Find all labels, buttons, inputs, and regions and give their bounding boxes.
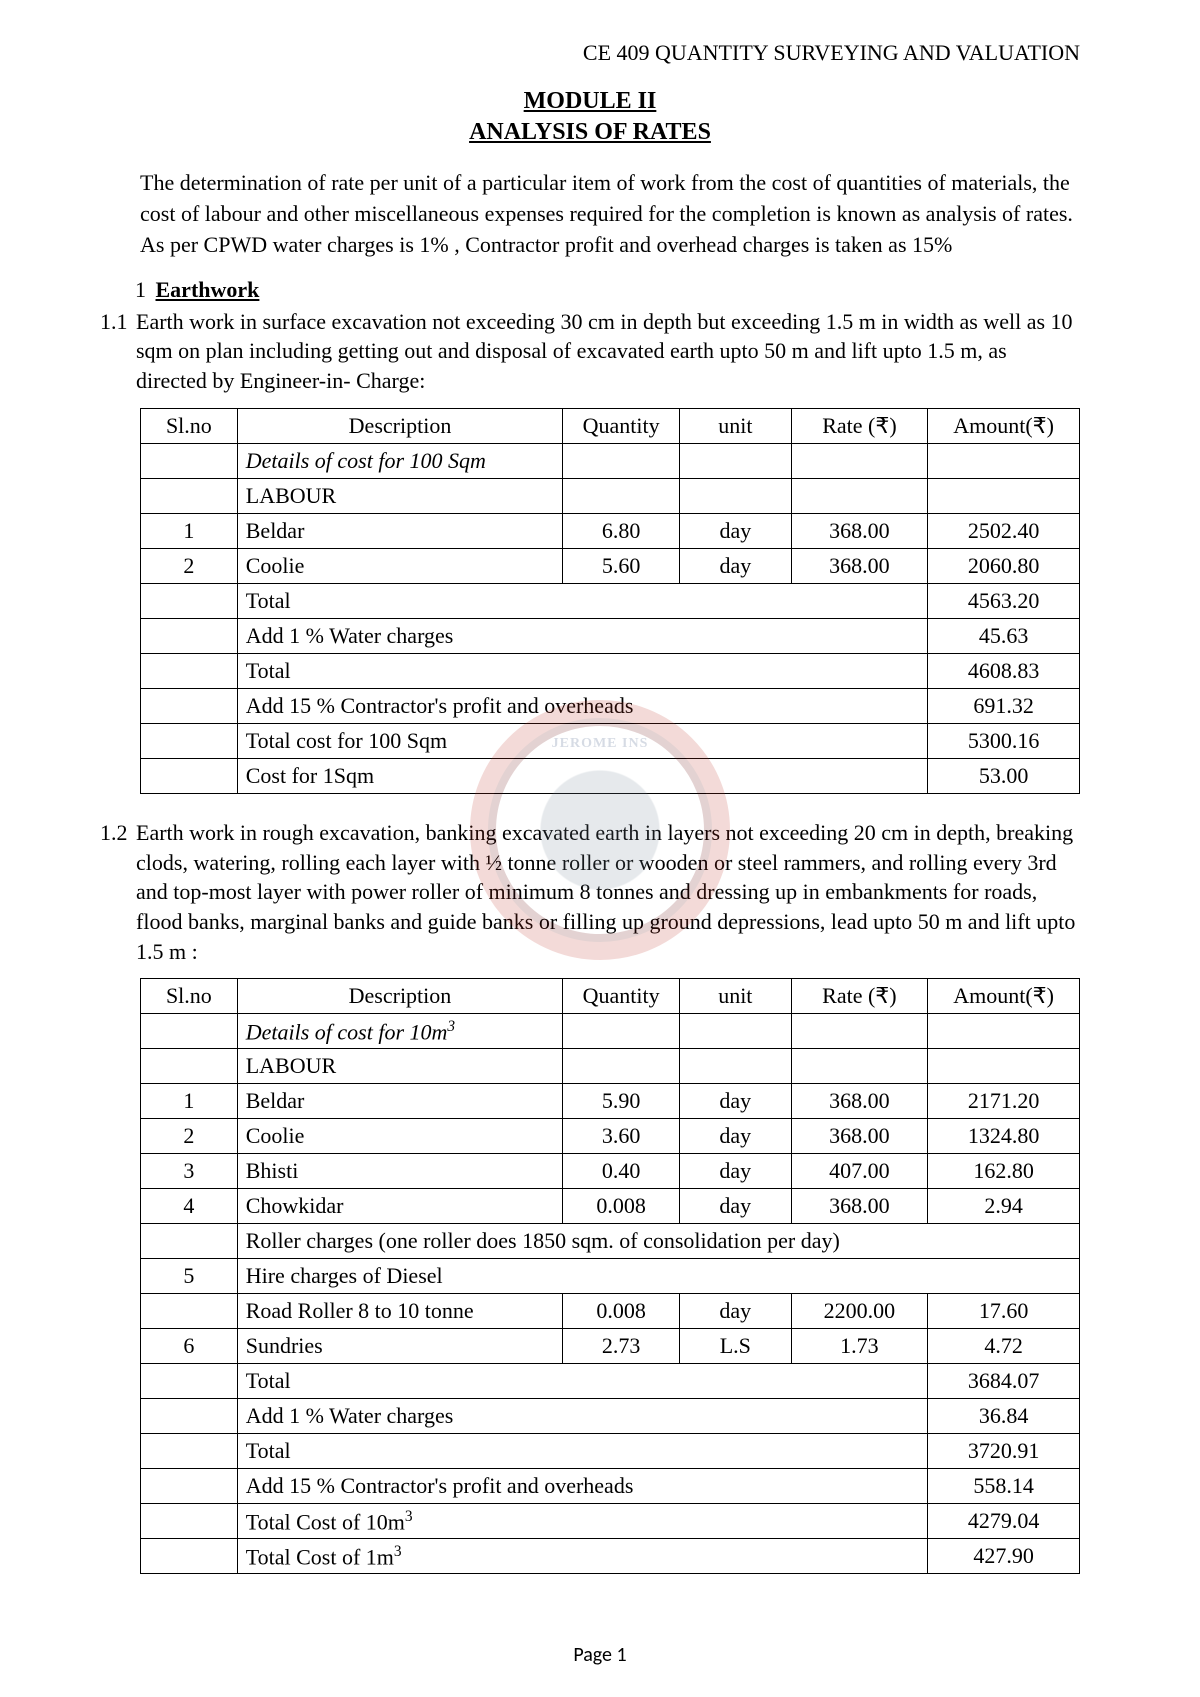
table-row: Details of cost for 10m3 [141,1014,1080,1049]
table-row: Total3684.07 [141,1364,1080,1399]
table-row: Total cost for 100 Sqm5300.16 [141,723,1080,758]
table-row: Roller charges (one roller does 1850 sqm… [141,1224,1080,1259]
table-row: Add 15 % Contractor's profit and overhea… [141,688,1080,723]
section-1-heading: 1 Earthwork [120,277,1080,303]
table-row: 1Beldar6.80day368.002502.40 [141,513,1080,548]
item-1-1-number: 1.1 [100,307,136,337]
table-row: 2Coolie3.60day368.001324.80 [141,1119,1080,1154]
item-1-1-text: Earth work in surface excavation not exc… [136,307,1076,396]
table-row: Cost for 1Sqm53.00 [141,758,1080,793]
table-header-row: Sl.no Description Quantity unit Rate (₹)… [141,979,1080,1014]
module-line1: MODULE II [524,88,657,114]
table-row: 4Chowkidar0.008day368.002.94 [141,1189,1080,1224]
table-row: 1Beldar5.90day368.002171.20 [141,1084,1080,1119]
table-row: 5Hire charges of Diesel [141,1259,1080,1294]
table-row: 2Coolie5.60day368.002060.80 [141,548,1080,583]
table-row: Add 1 % Water charges45.63 [141,618,1080,653]
table-1-2: Sl.no Description Quantity unit Rate (₹)… [140,978,1080,1574]
intro-paragraph: The determination of rate per unit of a … [140,168,1080,260]
table-row: Total4563.20 [141,583,1080,618]
table-row: Total4608.83 [141,653,1080,688]
table-1-1: Sl.no Description Quantity unit Rate (₹)… [140,408,1080,794]
table-row: 3Bhisti0.40day407.00162.80 [141,1154,1080,1189]
col-desc: Description [237,408,563,443]
details-label: Details of cost for 10m3 [237,1014,562,1049]
module-line2: ANALYSIS OF RATES [469,119,711,145]
col-slno: Sl.no [141,408,238,443]
table-row: 6Sundries2.73L.S1.734.72 [141,1329,1080,1364]
table-row: Total Cost of 10m34279.04 [141,1504,1080,1539]
table-row: Add 15 % Contractor's profit and overhea… [141,1469,1080,1504]
item-1-2-number: 1.2 [100,818,136,848]
table-row: Details of cost for 100 Sqm [141,443,1080,478]
col-amt: Amount(₹) [928,408,1080,443]
item-1-1: 1.1Earth work in surface excavation not … [100,307,1080,396]
col-rate: Rate (₹) [791,408,928,443]
col-qty: Quantity [563,408,680,443]
table-row: Add 1 % Water charges36.84 [141,1399,1080,1434]
page-footer: Page 1 [0,1643,1200,1667]
details-label: Details of cost for 100 Sqm [237,443,563,478]
page-header: CE 409 QUANTITY SURVEYING AND VALUATION [100,40,1080,66]
table-row: Total3720.91 [141,1434,1080,1469]
table-row: Total Cost of 1m3427.90 [141,1539,1080,1574]
labour-label: LABOUR [237,478,563,513]
table-row: LABOUR [141,1049,1080,1084]
section-1-title: Earthwork [156,277,260,302]
table-row: LABOUR [141,478,1080,513]
item-1-2: 1.2Earth work in rough excavation, banki… [100,818,1080,966]
col-unit: unit [680,408,792,443]
item-1-2-text: Earth work in rough excavation, banking … [136,818,1076,966]
module-title: MODULE II ANALYSIS OF RATES [100,86,1080,148]
section-1-number: 1 [120,277,146,303]
table-row: Road Roller 8 to 10 tonne0.008day2200.00… [141,1294,1080,1329]
table-header-row: Sl.no Description Quantity unit Rate (₹)… [141,408,1080,443]
